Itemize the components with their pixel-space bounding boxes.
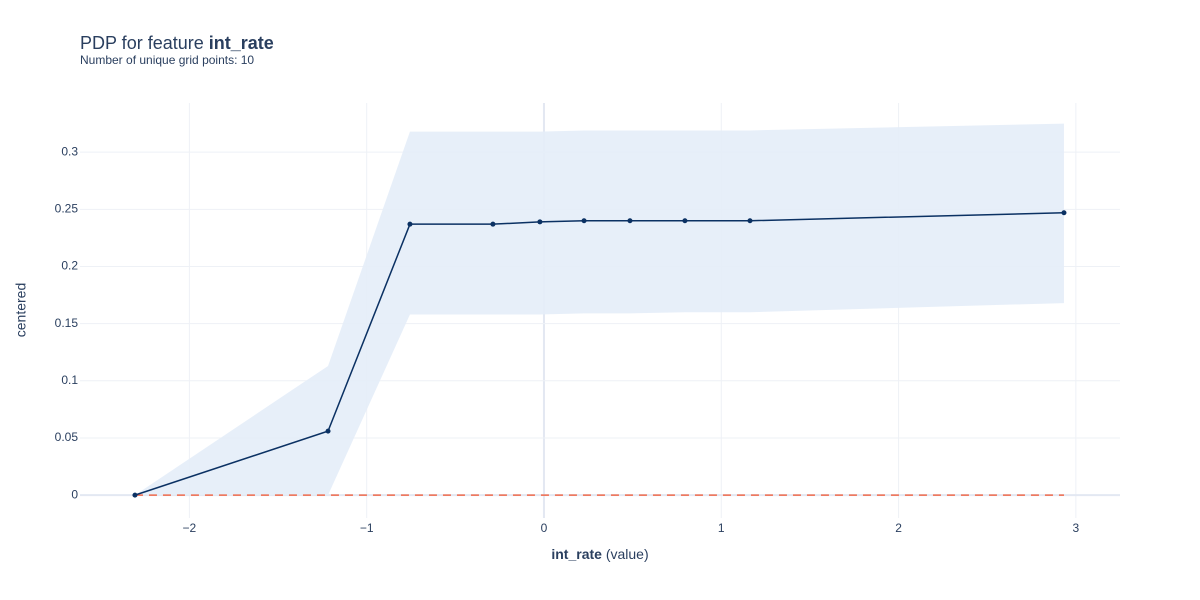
y-tick-label: 0.2 (61, 259, 78, 273)
x-axis-title-rest: (value) (606, 546, 649, 562)
pdp-point (325, 428, 331, 434)
y-tick-label: 0.15 (55, 316, 79, 330)
x-tick-label: 1 (718, 521, 725, 535)
y-tick-label: 0.3 (61, 144, 78, 158)
pdp-point (627, 218, 633, 224)
pdp-point (537, 219, 543, 225)
pdp-line (134, 212, 1064, 496)
y-tick-label: 0 (71, 487, 78, 501)
y-tick-label: 0.05 (55, 430, 79, 444)
chart-title: PDP for feature int_rate (80, 33, 274, 53)
confidence-band (134, 123, 1064, 496)
pdp-point (682, 218, 688, 224)
pdp-point (490, 221, 496, 227)
title-feature: int_rate (209, 33, 274, 53)
x-tick-label: −2 (183, 521, 197, 535)
pdp-point (581, 218, 587, 224)
x-tick-label: 2 (895, 521, 902, 535)
chart-subtitle: Number of unique grid points: 10 (80, 53, 254, 67)
x-axis-title-bold: int_rate (551, 546, 602, 562)
x-tick-label: −1 (360, 521, 374, 535)
x-axis-title: int_rate (value) (551, 546, 648, 562)
pdp-point (132, 492, 138, 498)
x-tick-label: 3 (1073, 521, 1080, 535)
pdp-point (747, 218, 753, 224)
y-tick-label: 0.25 (55, 201, 79, 215)
x-tick-label: 0 (541, 521, 548, 535)
pdp-point (407, 221, 413, 227)
title-prefix: PDP for feature (80, 33, 204, 53)
plot-area (132, 123, 1067, 498)
y-axis-title: centered (13, 283, 29, 337)
y-tick-label: 0.1 (61, 373, 78, 387)
pdp-point (1061, 210, 1067, 216)
